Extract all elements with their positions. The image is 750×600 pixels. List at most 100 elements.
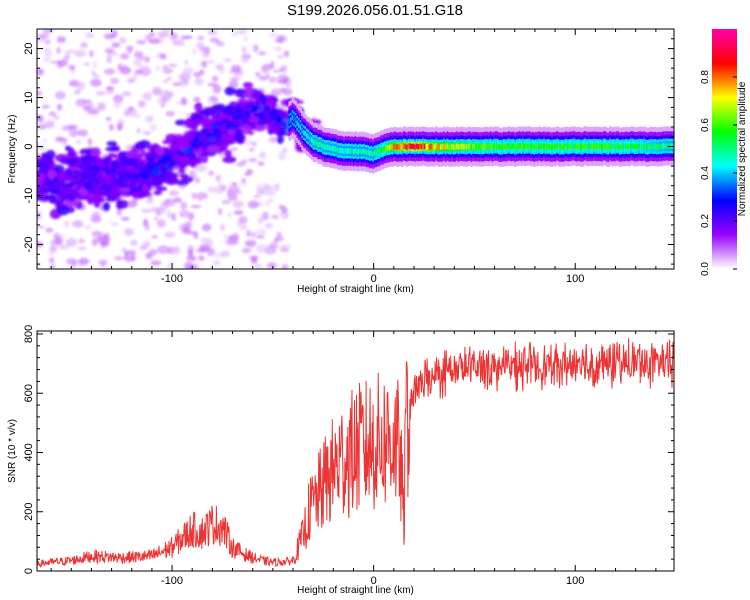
spectrogram-noise-blob xyxy=(169,32,178,41)
spectrogram-noise-blob xyxy=(162,79,169,84)
spectrogram-noise-blob xyxy=(245,239,257,248)
spectrogram-x-tick-label: 100 xyxy=(566,273,584,285)
spectrogram-noise-blob xyxy=(276,231,283,239)
spectrogram-noise-blob xyxy=(37,142,42,146)
spectrogram-noise-blob xyxy=(139,67,152,77)
spectrogram-noise-blob xyxy=(76,139,81,144)
spectrogram-noise-blob xyxy=(159,89,171,99)
spectrogram-noise-blob xyxy=(283,50,290,58)
spectrogram-noise-blob xyxy=(142,92,153,101)
spectrogram-ridge-cell xyxy=(327,144,330,151)
spectrogram-ridge-cell xyxy=(430,144,433,150)
spectrogram-ridge-cell xyxy=(348,148,351,154)
spectrogram-signal-blob xyxy=(204,110,211,118)
spectrogram-noise-blob xyxy=(91,70,96,75)
spectrogram-y-tick-label: -20 xyxy=(23,237,35,253)
spectrogram-ridge-cell xyxy=(377,148,380,155)
spectrogram-core-blob xyxy=(100,166,109,171)
spectrogram-signal-blob xyxy=(122,159,133,165)
spectrogram-ridge-cell xyxy=(541,143,544,150)
spectrogram-ridge-cell xyxy=(630,143,633,149)
spectrogram-core-blob xyxy=(174,149,181,154)
spectrogram-noise-blob xyxy=(56,59,69,67)
spectrogram-noise-blob xyxy=(58,244,70,250)
spectrogram-ridge-cell xyxy=(407,143,410,150)
spectrogram-core-blob xyxy=(195,132,201,136)
spectrogram-ridge-cell xyxy=(378,148,381,155)
spectrogram-noise-blob xyxy=(256,187,261,196)
spectrogram-noise-blob xyxy=(62,140,68,146)
spectrogram-core-blob xyxy=(153,169,160,176)
spectrogram-noise-blob xyxy=(167,210,172,219)
spectrogram-noise-blob xyxy=(232,200,244,209)
spectrogram-noise-blob xyxy=(266,262,277,269)
spectrogram-ridge-cell xyxy=(560,144,564,150)
spectrogram-noise-blob xyxy=(113,255,123,261)
spectrogram-noise-blob xyxy=(103,68,116,75)
spectrogram-core-blob xyxy=(242,105,248,112)
spectrogram-noise-blob xyxy=(106,54,112,64)
spectrogram-noise-blob xyxy=(87,138,93,146)
spectrogram-noise-blob xyxy=(37,262,42,268)
spectrogram-ridge-cell xyxy=(309,136,312,142)
spectrogram-noise-blob xyxy=(138,65,150,70)
spectrogram-signal-blob xyxy=(107,152,117,159)
spectrogram-noise-blob xyxy=(37,224,45,229)
spectrogram-ridge-cell xyxy=(302,129,306,136)
spectrogram-ridge-cell xyxy=(449,144,452,150)
spectrogram-noise-blob xyxy=(248,147,255,152)
spectrogram-signal-blob xyxy=(79,149,87,155)
spectrogram-noise-blob xyxy=(148,37,160,44)
spectrogram-ridge-cell xyxy=(618,144,622,150)
spectrogram-noise-blob xyxy=(207,82,218,87)
spectrogram-core-blob xyxy=(132,174,141,180)
spectrogram-ridge-cell xyxy=(428,144,431,150)
spectrogram-noise-blob xyxy=(197,255,205,261)
spectrogram-signal-blob xyxy=(168,143,179,151)
spectrogram-core-blob xyxy=(52,177,60,184)
spectrogram-ridge-cell xyxy=(551,144,554,150)
snr-marks xyxy=(37,338,674,568)
spectrogram-ridge-cell xyxy=(391,144,394,151)
spectrogram-noise-blob xyxy=(252,44,259,53)
spectrogram-core-blob xyxy=(198,141,205,147)
spectrogram-noise-blob xyxy=(37,68,44,76)
spectrogram-signal-blob xyxy=(106,141,118,147)
spectrogram-x-axis-label: Height of straight line (km) xyxy=(297,284,414,295)
spectrogram-ridge-cell xyxy=(665,143,668,149)
spectrogram-ridge-cell xyxy=(312,139,315,145)
spectrogram-noise-blob xyxy=(167,63,178,68)
spectrogram-noise-blob xyxy=(208,170,215,176)
spectrogram-core-blob xyxy=(234,123,240,128)
spectrogram-ridge-cell xyxy=(572,143,575,149)
spectrogram-noise-blob xyxy=(269,32,277,38)
spectrogram-ridge-cell xyxy=(451,143,454,150)
spectrogram-noise-blob xyxy=(162,65,168,69)
spectrogram-noise-blob xyxy=(108,123,115,131)
spectrogram-signal-blob xyxy=(132,191,140,199)
spectrogram-noise-blob xyxy=(184,60,189,65)
spectrogram-noise-blob xyxy=(98,259,108,266)
spectrogram-ridge-cell xyxy=(441,144,444,150)
spectrogram-noise-blob xyxy=(150,206,162,212)
spectrogram-core-blob xyxy=(104,179,113,186)
spectrogram-noise-blob xyxy=(274,185,280,192)
spectrogram-noise-blob xyxy=(209,95,218,102)
spectrogram-ridge-cell xyxy=(607,144,610,150)
spectrogram-ridge-cell xyxy=(589,143,593,150)
spectrogram-noise-blob xyxy=(44,48,53,58)
spectrogram-ridge-cell xyxy=(531,143,535,150)
spectrogram-core-blob xyxy=(75,176,83,181)
spectrogram-ridge-cell xyxy=(419,143,422,149)
spectrogram-ridge-cell xyxy=(423,143,427,150)
spectrogram-noise-blob xyxy=(144,199,155,204)
spectrogram-ridge-cell xyxy=(481,144,485,150)
spectrogram-noise-blob xyxy=(184,112,191,117)
spectrogram-noise-blob xyxy=(271,214,279,220)
spectrogram-core-blob xyxy=(260,109,270,114)
spectrogram-core-blob xyxy=(71,173,80,177)
spectrogram-ridge-cell xyxy=(664,143,667,149)
spectrogram-noise-blob xyxy=(256,244,269,253)
spectrogram-signal-blob xyxy=(185,117,192,126)
spectrogram-noise-blob xyxy=(231,32,238,37)
